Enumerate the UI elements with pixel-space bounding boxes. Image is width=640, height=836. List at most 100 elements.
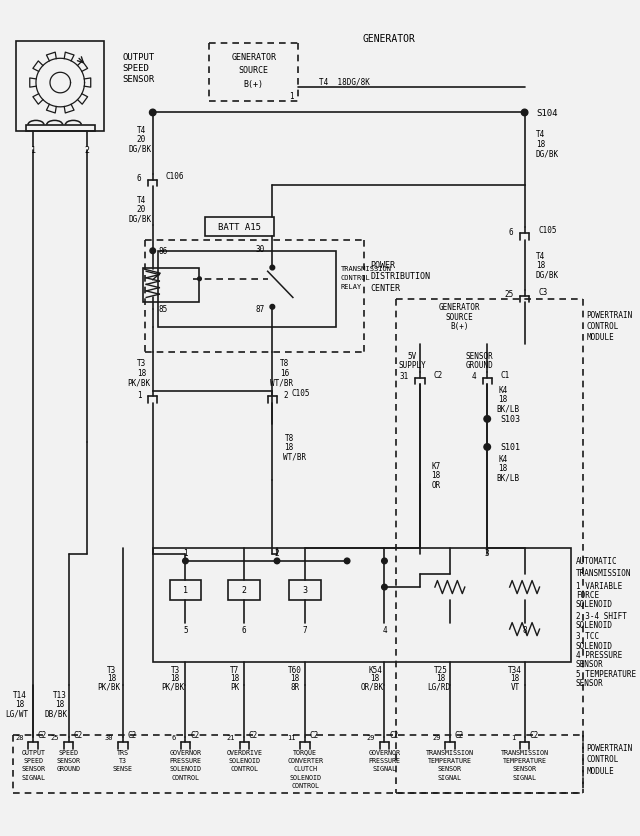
Text: T4: T4: [137, 125, 146, 135]
Text: 3: 3: [485, 548, 490, 558]
Text: POWER: POWER: [371, 261, 396, 270]
Circle shape: [150, 110, 156, 116]
Text: CONTROL: CONTROL: [172, 774, 200, 780]
Circle shape: [198, 278, 202, 281]
Text: SENSOR: SENSOR: [123, 75, 155, 84]
Text: T3: T3: [137, 359, 146, 368]
Text: SENSOR: SENSOR: [576, 678, 604, 687]
Circle shape: [270, 305, 275, 310]
Text: C105: C105: [291, 389, 310, 398]
Text: C2: C2: [127, 731, 137, 739]
Circle shape: [484, 444, 490, 451]
Text: SIGNAL: SIGNAL: [372, 766, 396, 772]
Text: PK/BK: PK/BK: [97, 682, 120, 691]
Text: 18: 18: [431, 471, 440, 480]
Text: SENSOR: SENSOR: [576, 660, 604, 669]
Text: SIGNAL: SIGNAL: [513, 774, 536, 780]
Text: TRANSMISSION: TRANSMISSION: [576, 568, 632, 577]
Text: C2: C2: [38, 731, 47, 739]
Text: 25: 25: [504, 290, 513, 298]
Text: TORQUE: TORQUE: [293, 748, 317, 755]
Text: 1: 1: [31, 146, 36, 155]
Text: OUTPUT: OUTPUT: [123, 53, 155, 62]
Text: C106: C106: [166, 172, 184, 181]
Bar: [143, 268, 200, 303]
Text: 1: 1: [183, 548, 188, 558]
Text: K4: K4: [499, 385, 508, 394]
Text: K54: K54: [368, 665, 382, 674]
Text: 8: 8: [522, 624, 527, 634]
Text: BK/LB: BK/LB: [497, 404, 520, 413]
Text: 18: 18: [107, 673, 116, 682]
Text: MODULE: MODULE: [586, 766, 614, 775]
Text: OR: OR: [431, 480, 440, 489]
Text: K7: K7: [431, 461, 440, 471]
Text: GROUND: GROUND: [466, 361, 493, 370]
Text: 3: 3: [303, 586, 308, 594]
Text: CENTER: CENTER: [371, 283, 401, 293]
Circle shape: [274, 558, 280, 564]
Text: T8: T8: [280, 359, 289, 368]
Text: DG/BK: DG/BK: [536, 270, 559, 279]
Text: CONVERTER: CONVERTER: [287, 757, 323, 763]
Text: K4: K4: [499, 454, 508, 463]
Text: 18: 18: [54, 700, 64, 709]
Text: 2: 2: [242, 586, 247, 594]
Text: 31: 31: [399, 372, 409, 381]
Text: AUTOMATIC: AUTOMATIC: [576, 557, 618, 566]
Text: TEMPERATURE: TEMPERATURE: [502, 757, 547, 763]
Text: SOURCE: SOURCE: [239, 66, 269, 75]
Bar: [17, 43, 104, 132]
Text: CONTROL: CONTROL: [291, 782, 319, 788]
Text: SPEED: SPEED: [123, 64, 150, 73]
Text: LG/RD: LG/RD: [427, 682, 450, 691]
Text: 2: 2: [275, 548, 279, 558]
Circle shape: [270, 266, 275, 271]
Text: 18: 18: [499, 463, 508, 472]
Text: DISTRIBUTION: DISTRIBUTION: [371, 273, 431, 281]
Text: T34: T34: [508, 665, 522, 674]
Text: POWERTRAIN: POWERTRAIN: [586, 310, 632, 319]
Text: 18: 18: [230, 673, 239, 682]
Text: 6: 6: [172, 734, 176, 740]
Text: DG/BK: DG/BK: [128, 145, 151, 153]
Text: 18: 18: [15, 700, 25, 709]
Text: C2: C2: [454, 731, 464, 739]
Bar: [205, 218, 274, 237]
Text: DB/BK: DB/BK: [45, 709, 68, 718]
Text: SIGNAL: SIGNAL: [21, 774, 45, 780]
Text: 18: 18: [536, 140, 545, 149]
Text: SPEED: SPEED: [59, 748, 79, 755]
Text: T4: T4: [536, 130, 545, 140]
Text: SIGNAL: SIGNAL: [438, 774, 462, 780]
Circle shape: [381, 584, 387, 590]
Text: CLUTCH: CLUTCH: [293, 766, 317, 772]
Text: 16: 16: [280, 368, 289, 377]
Text: 6: 6: [137, 174, 141, 183]
Text: C2: C2: [529, 731, 538, 739]
Text: T3: T3: [170, 665, 180, 674]
Text: BK/LB: BK/LB: [497, 473, 520, 482]
Text: 4 PRESSURE: 4 PRESSURE: [576, 650, 622, 659]
Text: T8: T8: [284, 434, 294, 442]
Text: 18: 18: [371, 673, 380, 682]
Bar: [228, 580, 260, 600]
Text: T25: T25: [433, 665, 447, 674]
Text: WT/BR: WT/BR: [283, 452, 306, 461]
Text: OR/BK: OR/BK: [361, 682, 384, 691]
Bar: [158, 252, 336, 328]
Text: B(+): B(+): [244, 80, 264, 89]
Circle shape: [182, 558, 188, 564]
Text: GENERATOR: GENERATOR: [438, 303, 480, 312]
Text: 5 TEMPERATURE: 5 TEMPERATURE: [576, 669, 636, 678]
Text: 1: 1: [289, 92, 293, 101]
Text: 4: 4: [382, 624, 387, 634]
Text: SENSOR: SENSOR: [57, 757, 81, 763]
Text: 1: 1: [137, 390, 141, 400]
Text: 25: 25: [51, 734, 60, 740]
Bar: [153, 548, 572, 662]
Text: C2: C2: [190, 731, 200, 739]
Text: POWERTRAIN: POWERTRAIN: [586, 743, 632, 752]
Text: T13: T13: [52, 691, 67, 699]
Circle shape: [344, 558, 350, 564]
